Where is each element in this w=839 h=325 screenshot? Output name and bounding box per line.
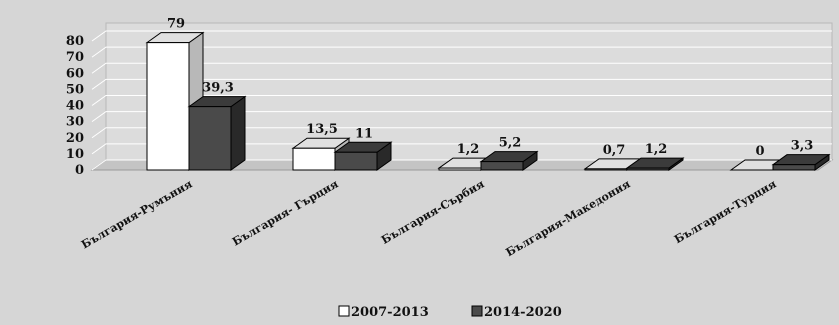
data-label-2014-2020-българия-македония: 1,2 — [645, 142, 668, 157]
data-label-2014-2020-българия-сърбия: 5,2 — [499, 136, 522, 151]
y-tick-label: 60 — [66, 66, 84, 81]
data-label-2007-2013-българия-сърбия: 1,2 — [457, 142, 480, 157]
data-label-2014-2020-българия-гърция: 11 — [355, 126, 373, 141]
data-label-2014-2020-българия-турция: 3,3 — [791, 139, 814, 154]
data-label-2007-2013-българия-румъния: 79 — [167, 17, 185, 32]
legend-swatch-2007-2013 — [338, 305, 350, 317]
data-label-2014-2020-българия-румъния: 39,3 — [202, 81, 234, 96]
legend: 2007-2013 2014-2020 — [338, 305, 562, 320]
gridline — [91, 111, 832, 123]
y-tick-label: 30 — [66, 115, 84, 130]
bar-2014-2020-българия-сърбия — [479, 150, 539, 171]
bar-2014-2020-българия-турция — [771, 153, 831, 171]
legend-swatch-2014-2020 — [471, 305, 483, 317]
legend-label-2007-2013: 2007-2013 — [351, 305, 429, 320]
bar-2014-2020-българия-македония — [625, 157, 685, 171]
y-tick-label: 80 — [66, 34, 84, 49]
gridline — [91, 62, 832, 74]
gridline — [91, 95, 832, 106]
data-labels: 79 39,3 13,5 11 1,2 5,2 0,7 1,2 0 3,3 — [167, 17, 813, 159]
gridline — [91, 127, 832, 139]
data-label-2007-2013-българия-македония: 0,7 — [603, 143, 626, 158]
gridlines — [91, 30, 832, 171]
y-tick-label: 50 — [66, 82, 84, 97]
y-tick-label: 40 — [66, 99, 84, 114]
y-tick-label: 20 — [66, 131, 84, 146]
data-label-2007-2013-българия-гърция: 13,5 — [306, 122, 338, 137]
bar-2014-2020-българия-гърция — [333, 141, 393, 171]
bar-2014-2020-българия-румъния — [187, 95, 247, 171]
gridline — [91, 30, 832, 42]
data-label-2007-2013-българия-турция: 0 — [755, 144, 764, 159]
gridline — [91, 159, 832, 171]
y-tick-label: 10 — [66, 147, 84, 162]
gridline — [91, 78, 832, 90]
gridline — [91, 46, 832, 58]
y-tick-label: 0 — [75, 163, 84, 178]
y-tick-label: 70 — [66, 50, 84, 65]
legend-label-2014-2020: 2014-2020 — [484, 305, 562, 320]
bars — [145, 31, 831, 171]
gridline — [91, 143, 832, 155]
